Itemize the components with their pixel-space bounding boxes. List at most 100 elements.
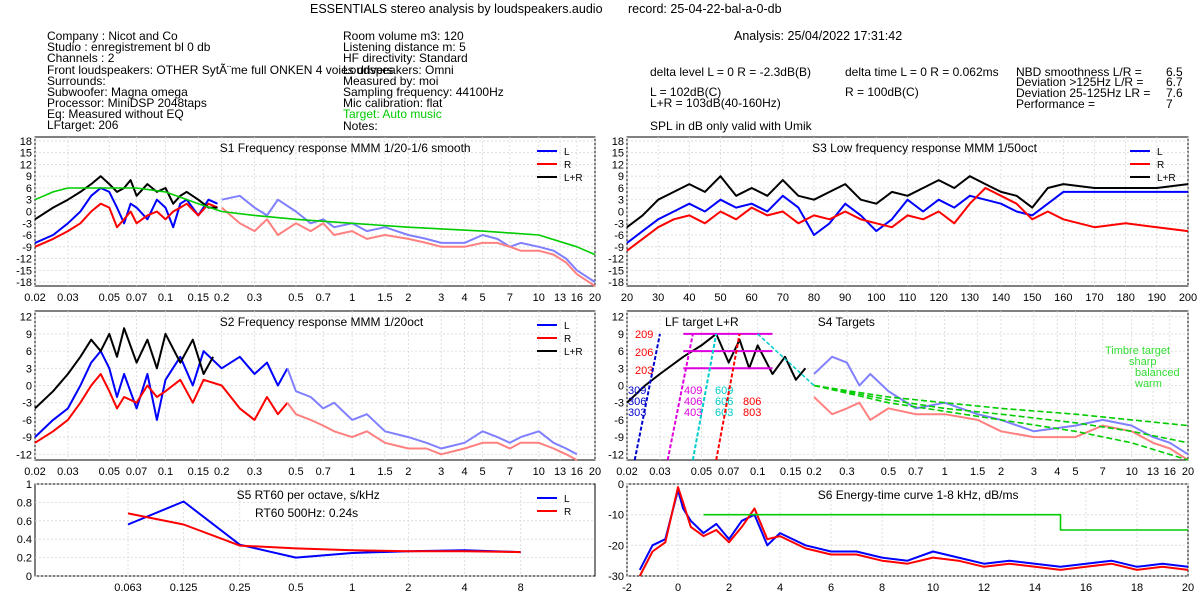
nbd-value: 6.5 <box>1166 65 1183 79</box>
y-tick-label: -15 <box>608 265 624 277</box>
y-tick-label: -12 <box>608 449 624 461</box>
lf-target-rolloff <box>757 333 815 387</box>
chart-title: S3 Low frequency response MMM 1/50oct <box>812 141 1037 155</box>
y-tick-label: 0 <box>618 479 624 491</box>
x-tick-label: 0.5 <box>288 292 303 304</box>
x-tick-label: 0.5 <box>288 466 303 478</box>
x-tick-label: 7 <box>507 292 513 304</box>
y-tick-label: 18 <box>612 136 624 148</box>
y-tick-label: 0.2 <box>17 553 32 565</box>
x-tick-label: 0.1 <box>750 466 765 478</box>
info-eq: Eq: Measured without EQ <box>47 107 184 121</box>
x-tick-label: 110 <box>899 292 917 304</box>
x-tick-label: 7 <box>1100 466 1106 478</box>
x-tick-label: 16 <box>571 292 583 304</box>
y-tick-label: -9 <box>22 432 32 444</box>
series-r <box>626 187 1189 252</box>
x-tick-label: 2 <box>405 292 411 304</box>
x-tick-label: 90 <box>839 292 851 304</box>
x-tick-label: 20 <box>621 292 633 304</box>
x-tick-label: 150 <box>1023 292 1041 304</box>
series-r <box>34 202 218 248</box>
x-tick-label: 4 <box>1054 466 1060 478</box>
lr-level: L+R = 103dB(40-160Hz) <box>650 96 781 110</box>
x-tick-label: 7 <box>507 466 513 478</box>
x-tick-label: 0.1 <box>158 466 173 478</box>
x-tick-label: 0.02 <box>24 292 45 304</box>
x-tick-label: 0.1 <box>158 292 173 304</box>
x-tick-label: 200 <box>1179 292 1197 304</box>
series-r <box>127 512 521 554</box>
x-tick-label: 0.2 <box>806 466 821 478</box>
x-tick-label: 0.02 <box>616 466 637 478</box>
series-r-hf <box>221 206 596 287</box>
x-tick-label: 180 <box>1116 292 1134 304</box>
info-subwoofer: Subwoofer: Magna omega <box>47 85 188 99</box>
y-tick-label: 0.8 <box>17 497 32 509</box>
x-tick-label: 0.3 <box>247 466 262 478</box>
y-tick-label: 15 <box>612 148 624 160</box>
x-tick-label: 10 <box>1126 466 1138 478</box>
x-tick-label: 5 <box>1072 466 1078 478</box>
series-l-hf <box>286 367 578 456</box>
series-target <box>34 187 596 256</box>
y-tick-label: 3 <box>26 363 32 375</box>
delta-time: delta time L = 0 R = 0.062ms <box>845 65 999 79</box>
x-tick-label: 12 <box>978 582 990 594</box>
dev25-value: 7.6 <box>1166 86 1183 100</box>
x-tick-label: 0.07 <box>126 292 147 304</box>
x-tick-label: 20 <box>589 292 601 304</box>
x-tick-label: 0.7 <box>316 292 331 304</box>
y-tick-label: 6 <box>618 346 624 358</box>
r-level: R = 100dB(C) <box>845 85 919 99</box>
y-tick-label: -6 <box>614 230 624 242</box>
lf-target-label: LF target L+R <box>665 315 739 329</box>
series-balanced <box>813 384 1189 444</box>
y-tick-label: -3 <box>614 398 624 410</box>
y-tick-label: 3 <box>26 195 32 207</box>
y-tick-label: 0 <box>618 381 624 393</box>
info-surrounds: Surrounds: <box>47 74 106 88</box>
nbd-label: NBD smoothness L/R = <box>1016 65 1142 79</box>
y-tick-label: 9 <box>618 171 624 183</box>
y-tick-label: 12 <box>612 312 624 324</box>
y-tick-label: 15 <box>20 148 32 160</box>
y-tick-label: 0 <box>618 207 624 219</box>
x-tick-label: 60 <box>746 292 758 304</box>
x-tick-label: 190 <box>1148 292 1166 304</box>
y-tick-label: 0.6 <box>17 516 32 528</box>
y-tick-label: -15 <box>16 265 32 277</box>
x-tick-label: 0.5 <box>288 582 303 594</box>
y-tick-label: 0 <box>26 381 32 393</box>
x-tick-label: 0.7 <box>316 466 331 478</box>
series-r-hf <box>286 402 578 461</box>
lf-target-slope <box>666 333 694 461</box>
x-tick-label: 0.05 <box>99 466 120 478</box>
legend-label: R <box>1157 160 1164 171</box>
x-tick-label: 10 <box>927 582 939 594</box>
page-title: ESSENTIALS stereo analysis by loudspeake… <box>310 2 603 16</box>
x-tick-label: 140 <box>992 292 1010 304</box>
target-code: 206 <box>635 347 653 359</box>
y-tick-label: -9 <box>22 242 32 254</box>
x-tick-label: 80 <box>808 292 820 304</box>
lf-target-slope <box>633 333 661 461</box>
x-tick-label: 4 <box>461 292 467 304</box>
x-tick-label: 13 <box>554 292 566 304</box>
series-r <box>638 486 1189 577</box>
x-tick-label: 130 <box>961 292 979 304</box>
y-tick-label: 3 <box>618 195 624 207</box>
x-tick-label: 20 <box>1182 582 1194 594</box>
legend-label: R <box>564 160 571 171</box>
dev25-label: Deviation 25-125Hz LR = <box>1016 86 1151 100</box>
y-tick-label: -12 <box>608 254 624 266</box>
x-tick-label: 20 <box>1182 466 1194 478</box>
x-tick-label: 1.5 <box>970 466 985 478</box>
x-tick-label: 1 <box>942 466 948 478</box>
series-l <box>34 187 218 244</box>
info-company: Company : Nicot and Co <box>47 29 178 43</box>
legend-label: L <box>1157 147 1163 158</box>
target-code: 203 <box>635 365 653 377</box>
